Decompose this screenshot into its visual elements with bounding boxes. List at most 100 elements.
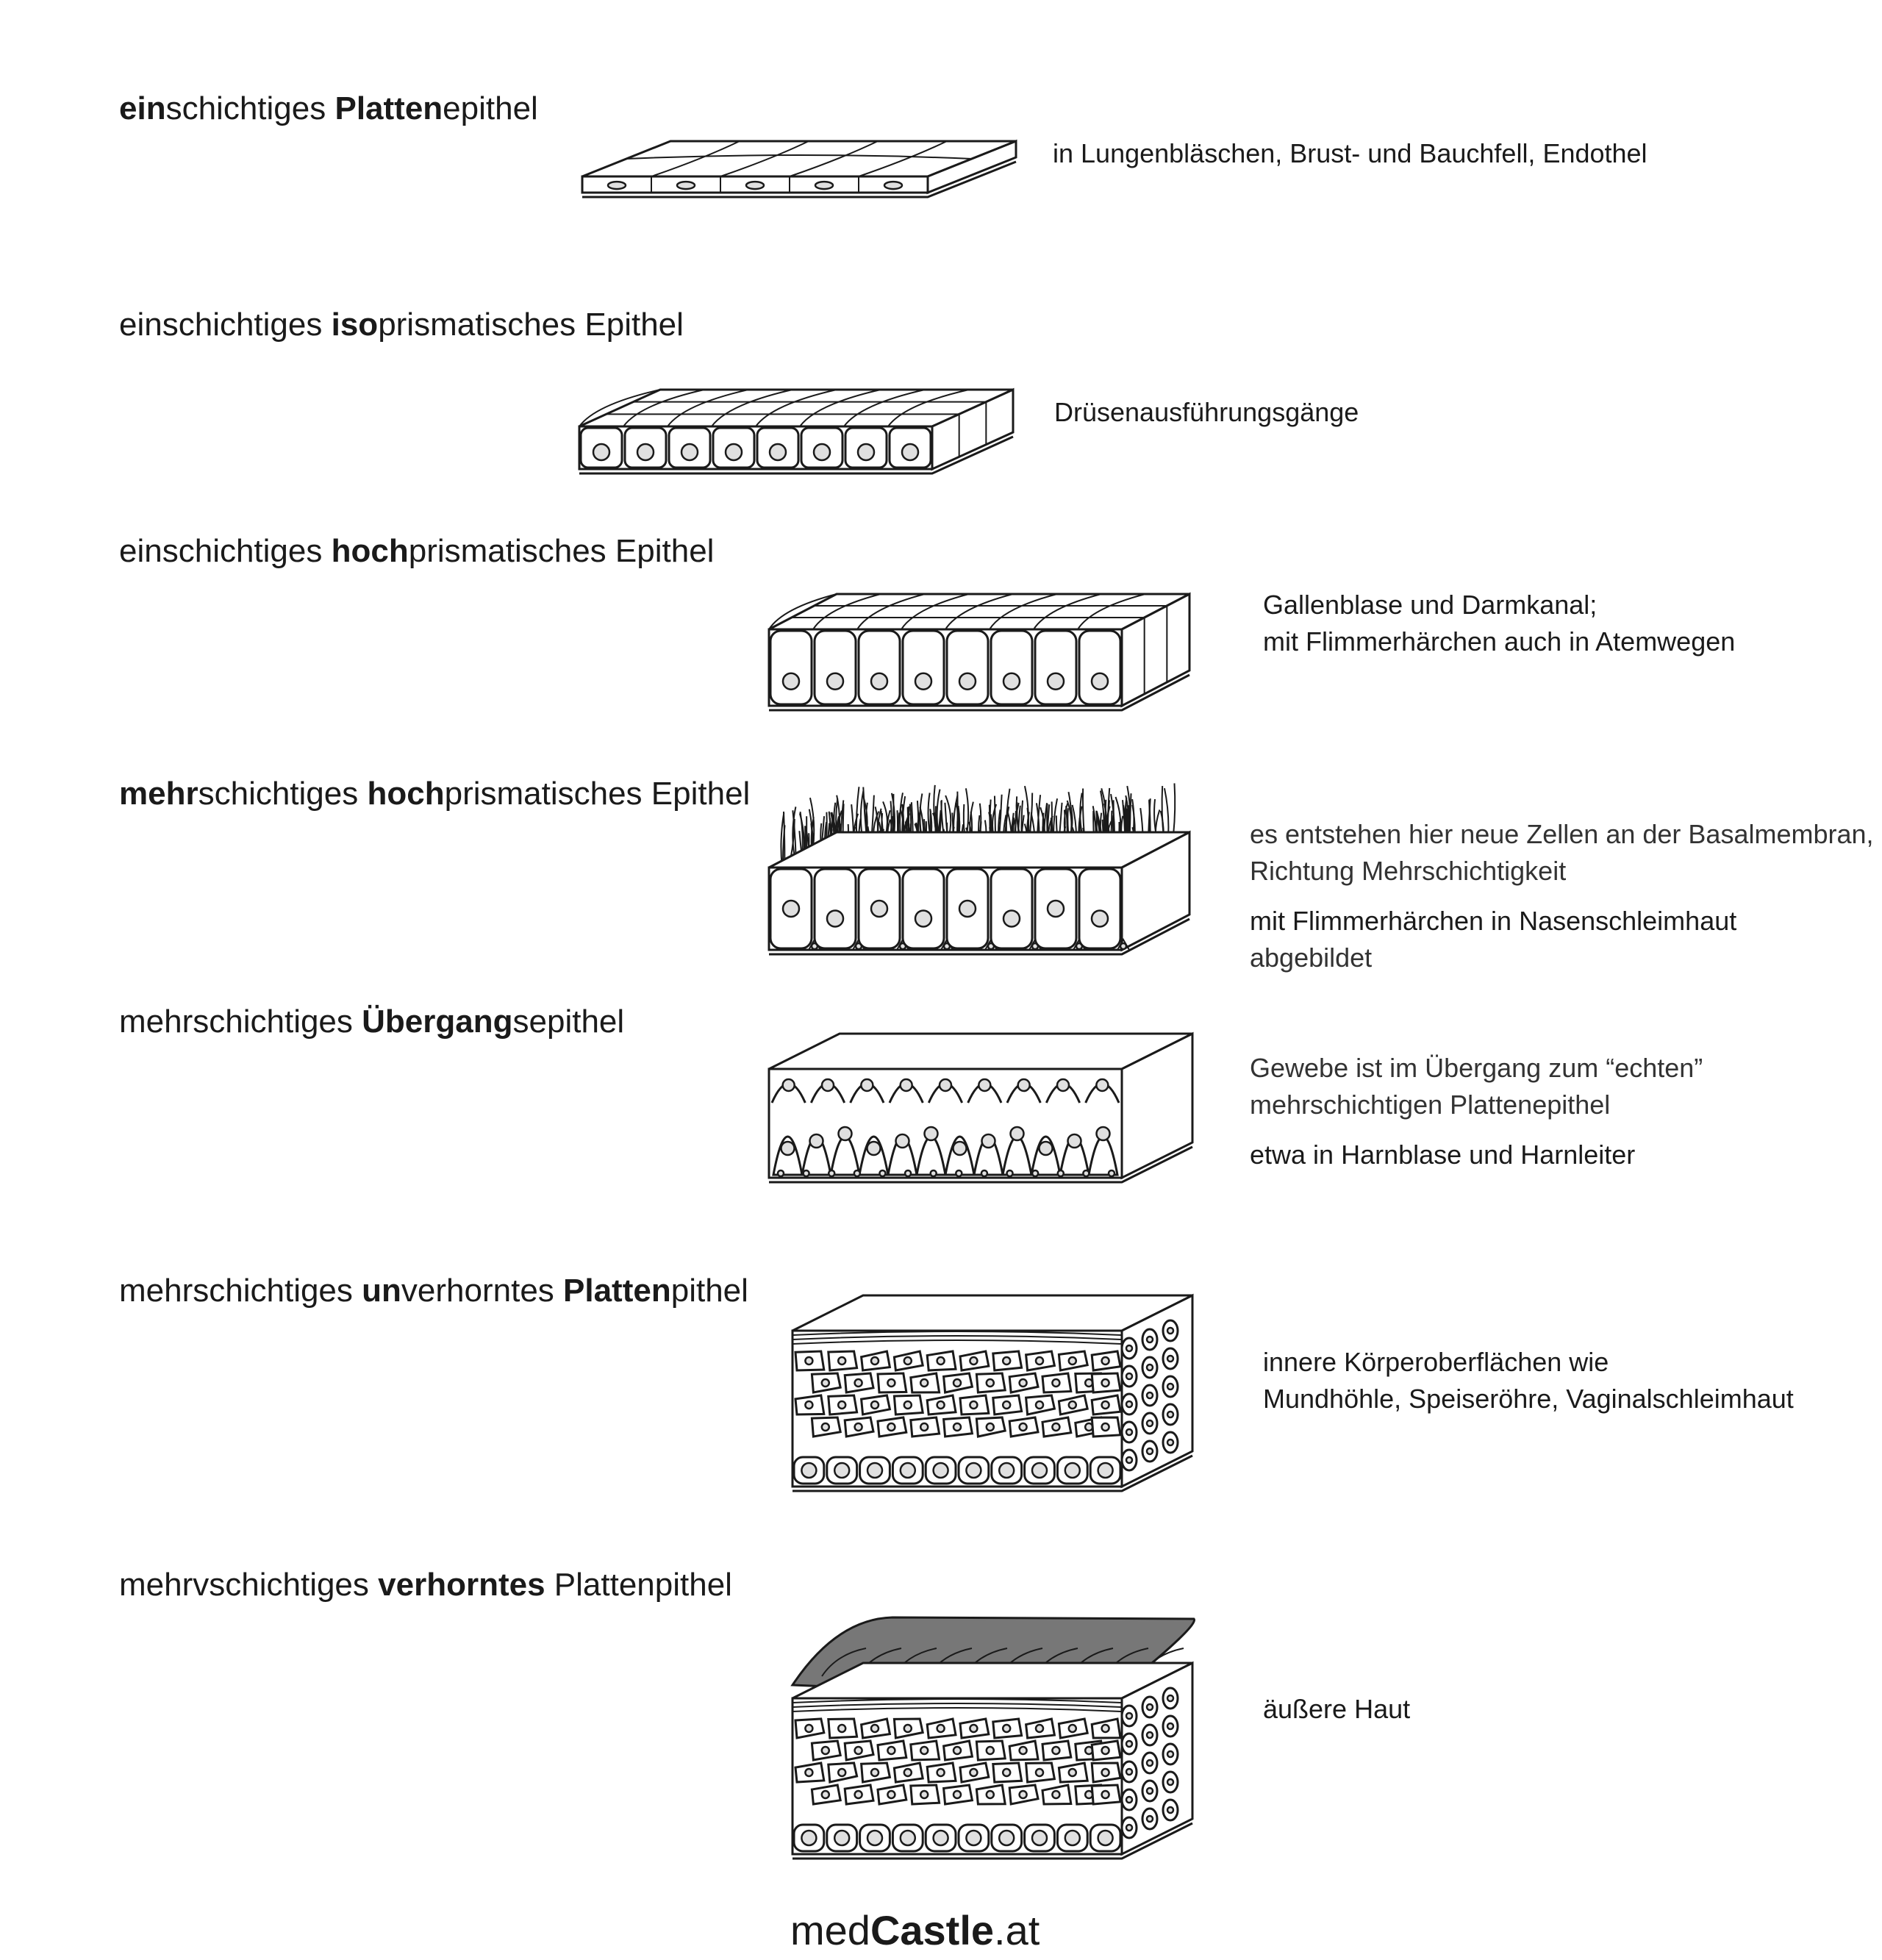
nucleus: [1001, 1400, 1012, 1410]
nucleus: [870, 1767, 880, 1778]
nucleus: [1067, 1133, 1082, 1149]
desc-simple-cuboidal: Drüsenausführungsgänge: [1054, 394, 1359, 431]
basal-membrane: [792, 1822, 1193, 1860]
description-line: in Lungenbläschen, Brust- und Bauchfell,…: [1053, 138, 1647, 168]
title-part: prismatisches Epithel: [408, 533, 715, 569]
description-line: Gewebe ist im Übergang zum “echten”: [1250, 1053, 1703, 1083]
nucleus: [965, 1462, 982, 1479]
basal-nucleus: [1056, 1169, 1065, 1178]
nucleus: [826, 909, 845, 928]
nucleus: [965, 1829, 982, 1847]
basal-nucleus: [802, 1169, 810, 1178]
nucleus: [820, 1789, 831, 1800]
nucleus: [804, 1723, 814, 1734]
basal-nucleus: [1119, 942, 1128, 951]
nucleus: [952, 1789, 962, 1800]
title-part: Platten: [563, 1273, 671, 1309]
nucleus: [887, 1789, 896, 1800]
illustration-transitional: [768, 1031, 1194, 1184]
nucleus: [854, 1422, 863, 1432]
nucleus: [854, 1378, 863, 1388]
nucleus: [1145, 1335, 1154, 1344]
title-part: mehrschichtiges: [119, 1273, 362, 1309]
nucleus: [919, 1422, 929, 1432]
nucleus: [969, 1400, 978, 1410]
flattened-layer: [792, 1340, 1123, 1345]
nucleus: [820, 1378, 831, 1388]
nucleus: [820, 1745, 831, 1756]
nucleus: [1046, 672, 1065, 690]
title-part: prismatisches Epithel: [378, 307, 684, 343]
nucleus: [866, 1829, 884, 1847]
basal-membrane: [579, 435, 1014, 475]
nucleus: [1125, 1344, 1134, 1353]
description-line: Richtung Mehrschichtigkeit: [1250, 856, 1567, 886]
nucleus: [1101, 1400, 1110, 1410]
nucleus: [1056, 1078, 1070, 1092]
cell: [813, 629, 857, 706]
nucleus: [1064, 1462, 1081, 1479]
nucleus: [1101, 1378, 1110, 1388]
cilium: [1081, 788, 1085, 834]
nucleus: [1002, 672, 1021, 690]
basal-membrane: [769, 673, 1190, 712]
cell-border: [887, 389, 970, 427]
cilium: [940, 801, 945, 836]
nucleus: [837, 1723, 847, 1734]
flattened-layer: [792, 1703, 1123, 1708]
nucleus: [1101, 1356, 1110, 1366]
nucleus: [1067, 1400, 1078, 1410]
nucleus: [1034, 1723, 1045, 1734]
illustration-simple-cuboidal: [578, 387, 1015, 475]
nucleus: [1125, 1823, 1134, 1832]
nucleus: [1001, 1767, 1012, 1778]
nucleus: [866, 1462, 884, 1479]
basal-cell: [1117, 937, 1130, 951]
nucleus: [938, 1078, 953, 1092]
cell-border: [768, 593, 837, 630]
title-keratinized-stratified: mehrvschichtiges verhorntes Plattenpithe…: [119, 1569, 732, 1601]
cell-border: [623, 389, 705, 427]
title-part: sepithel: [512, 1004, 625, 1040]
brand-light: med: [790, 1907, 870, 1953]
nucleus: [676, 180, 696, 190]
nucleus: [745, 180, 765, 190]
nucleus: [820, 1422, 831, 1432]
nucleus: [1145, 1814, 1154, 1823]
title-transitional: mehrschichtiges Übergangsepithel: [119, 1006, 624, 1038]
nucleus: [1090, 672, 1109, 690]
description-line: es entstehen hier neue Zellen an der Bas…: [1250, 819, 1874, 849]
nucleus: [895, 1133, 910, 1149]
desc-transitional: Gewebe ist im Übergang zum “echten” mehrs…: [1250, 1050, 1703, 1173]
nucleus: [1166, 1382, 1175, 1391]
nucleus: [887, 1422, 896, 1432]
illustration-simple-squamous: [581, 139, 1017, 198]
nucleus: [985, 1789, 995, 1800]
nucleus: [804, 1356, 814, 1366]
title-part: einschichtiges: [119, 533, 332, 569]
title-part: mehrschichtiges: [119, 1004, 362, 1040]
nucleus: [1101, 1789, 1110, 1800]
nucleus: [1166, 1326, 1175, 1335]
nucleus: [887, 1745, 896, 1756]
nucleus: [826, 672, 845, 690]
nucleus: [870, 899, 889, 918]
cell-border: [651, 140, 740, 177]
nucleus: [1001, 1723, 1012, 1734]
title-part: mehrvschichtiges: [119, 1567, 379, 1603]
nucleus: [837, 1356, 847, 1366]
nucleus: [1038, 1140, 1053, 1156]
nucleus: [1145, 1786, 1154, 1795]
nucleus: [809, 1133, 824, 1149]
cell-border: [711, 389, 793, 427]
description-line: etwa in Harnblase und Harnleiter: [1250, 1140, 1636, 1170]
nucleus: [903, 1400, 913, 1410]
basal-nucleus: [879, 1169, 887, 1178]
nucleus: [985, 1378, 995, 1388]
nucleus: [936, 1767, 945, 1778]
cell-border: [799, 389, 881, 427]
title-part: pithel: [670, 1273, 748, 1309]
description-line: innere Körperoberflächen wie: [1263, 1347, 1609, 1377]
nucleus: [914, 909, 933, 928]
nucleus: [1051, 1745, 1061, 1756]
